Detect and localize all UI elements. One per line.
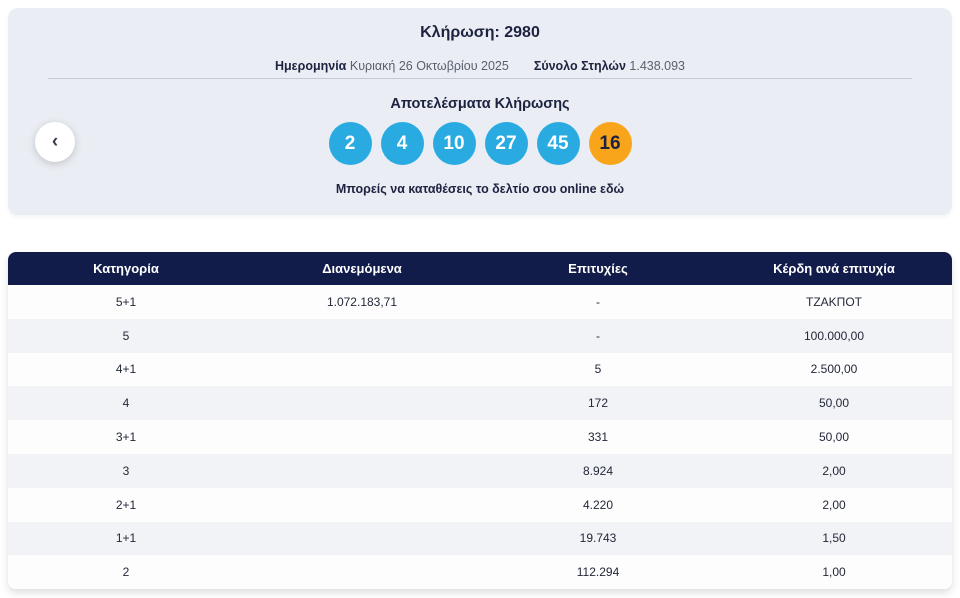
winning-number-ball: 4 [380, 122, 424, 165]
table-cell: 19.743 [579, 531, 617, 546]
draw-title: Κλήρωση: 2980 [420, 24, 540, 41]
table-cell: 3 [122, 463, 130, 478]
table-cell: 2,00 [822, 497, 846, 512]
table-cell: 3+1 [115, 430, 137, 445]
table-cell: 5 [122, 328, 130, 343]
table-cell: 50,00 [818, 430, 850, 445]
table-row: 5 - 100.000,00 [8, 318, 952, 353]
table-row: 4+1 5 2.500,00 [8, 352, 952, 387]
column-header-distributed: Διανεμόμενα [322, 261, 402, 276]
column-header-prize-per-winner: Κέρδη ανά επιτυχία [773, 261, 895, 276]
table-row: 2 112.294 1,00 [8, 555, 952, 590]
divider [48, 78, 912, 79]
table-cell: 2 [122, 565, 130, 580]
table-body: 5+1 1.072.183,71 - ΤΖΑΚΠΟΤ 5 - 100.000,00 4+1 5 2… [8, 285, 952, 590]
column-header-category: Κατηγορία [93, 261, 159, 276]
date-label: Ημερομηνία [275, 59, 347, 73]
column-header-winners: Επιτυχίες [568, 261, 628, 276]
table-row: 1+1 19.743 1,50 [8, 521, 952, 556]
table-header-row: Κατηγορία Διανεμόμενα Επιτυχίες Κέρδη αν… [8, 252, 952, 285]
table-cell: 1,00 [822, 565, 846, 580]
joker-number-ball: 16 [588, 122, 632, 165]
results-heading: Αποτελέσματα Κλήρωσης [390, 96, 570, 112]
table-cell: 331 [587, 430, 609, 445]
table-cell: 2.500,00 [810, 362, 858, 377]
table-cell: 2+1 [115, 497, 137, 512]
table-cell: 4 [122, 396, 130, 411]
table-cell: 2,00 [822, 463, 846, 478]
chevron-left-icon: ‹ [51, 130, 59, 152]
drawn-numbers-row: 2 4 10 27 45 16 [8, 122, 952, 165]
table-cell: 172 [587, 396, 609, 411]
table-cell: 4.220 [582, 497, 614, 512]
table-cell: 1,50 [822, 531, 846, 546]
table-cell: 5 [594, 362, 602, 377]
draw-info-card: Κλήρωση: 2980 Ημερομηνία Κυριακή 26 Οκτω… [8, 8, 952, 215]
table-cell: - [596, 294, 600, 309]
table-cell: 1.072.183,71 [326, 294, 398, 309]
winning-number-ball: 27 [484, 122, 528, 165]
table-cell: 112.294 [576, 565, 620, 580]
winning-number-ball: 45 [536, 122, 580, 165]
deposit-online-link[interactable]: Μπορείς να καταθέσεις το δελτίο σου onli… [335, 182, 625, 196]
date-value: Κυριακή 26 Οκτωβρίου 2025 [349, 59, 509, 73]
total-columns-label: Σύνολο Στηλών [533, 59, 626, 73]
table-cell: 8.924 [582, 463, 614, 478]
previous-draw-button[interactable]: ‹ [35, 122, 75, 162]
table-row: 5+1 1.072.183,71 - ΤΖΑΚΠΟΤ [8, 285, 952, 319]
table-row: 4 172 50,00 [8, 386, 952, 421]
table-cell: - [596, 328, 600, 343]
table-row: 3 8.924 2,00 [8, 453, 952, 488]
table-cell: 1+1 [115, 531, 137, 546]
table-cell: 100.000,00 [803, 328, 865, 343]
table-cell: 4+1 [115, 362, 137, 377]
winning-number-ball: 10 [432, 122, 476, 165]
table-row: 2+1 4.220 2,00 [8, 487, 952, 522]
table-row: 3+1 331 50,00 [8, 420, 952, 454]
table-cell: 5+1 [115, 294, 137, 309]
draw-meta: Ημερομηνία Κυριακή 26 Οκτωβρίου 2025 Σύν… [8, 59, 952, 73]
prize-results-table: Κατηγορία Διανεμόμενα Επιτυχίες Κέρδη αν… [8, 252, 952, 590]
total-columns-value: 1.438.093 [629, 59, 685, 73]
winning-number-ball: 2 [328, 122, 372, 165]
table-cell: 50,00 [818, 396, 850, 411]
table-cell: ΤΖΑΚΠΟΤ [806, 294, 862, 309]
